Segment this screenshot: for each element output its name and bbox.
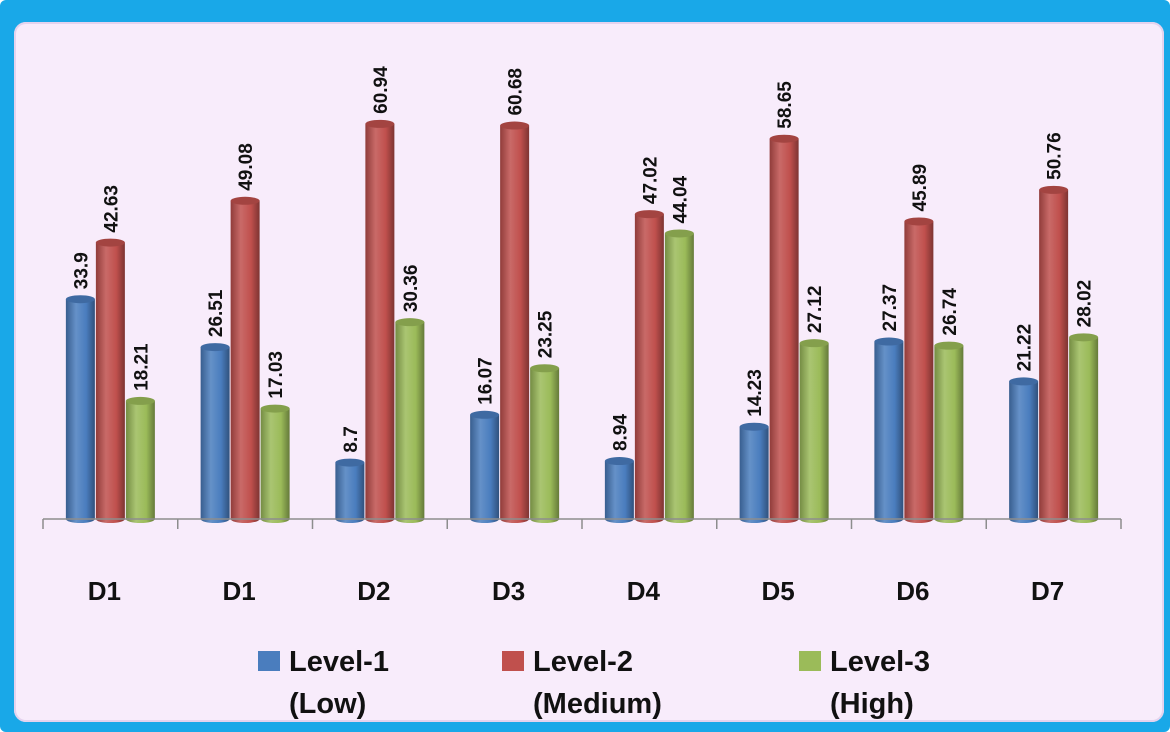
value-label: 16.07 bbox=[476, 357, 497, 405]
legend-label: Level-2 bbox=[533, 646, 633, 678]
bar-2-3 bbox=[365, 119, 395, 524]
bar-2-5 bbox=[634, 210, 664, 523]
bar-2-1 bbox=[95, 238, 125, 523]
value-label: 30.36 bbox=[401, 265, 422, 313]
value-label: 8.7 bbox=[341, 426, 362, 452]
bar-3-7 bbox=[934, 341, 964, 523]
bar-1-3 bbox=[335, 458, 365, 523]
value-label: 26.51 bbox=[206, 289, 227, 337]
bar-2-7 bbox=[904, 217, 934, 524]
value-label: 50.76 bbox=[1045, 132, 1066, 180]
bar-1-2 bbox=[200, 343, 230, 523]
category-label: D4 bbox=[627, 576, 661, 606]
bar-1-8 bbox=[1009, 377, 1039, 523]
category-label: D1 bbox=[223, 576, 256, 606]
chart-panel: 33.9 42.63 18.21 26.51 49.08 17.03 8.7 60.94 30.… bbox=[14, 22, 1164, 722]
bar-2-8 bbox=[1039, 185, 1069, 523]
bar-3-4 bbox=[530, 364, 560, 523]
value-label: 26.74 bbox=[940, 288, 961, 336]
legend-label: Level-3 bbox=[830, 646, 930, 678]
category-label: D3 bbox=[492, 576, 525, 606]
bar-chart: 33.9 42.63 18.21 26.51 49.08 17.03 8.7 60.94 30.… bbox=[42, 66, 1122, 720]
legend-item-3: Level-3 (High) bbox=[799, 646, 930, 720]
value-label: 21.22 bbox=[1015, 324, 1036, 372]
value-label: 45.89 bbox=[910, 164, 931, 212]
category-label: D6 bbox=[896, 576, 929, 606]
value-label: 60.68 bbox=[506, 68, 527, 116]
bar-1-7 bbox=[874, 337, 904, 523]
legend-item-2: Level-2 (Medium) bbox=[502, 646, 662, 720]
value-label: 18.21 bbox=[131, 343, 152, 391]
bar-3-3 bbox=[395, 318, 425, 523]
category-label: D2 bbox=[357, 576, 390, 606]
legend-label: Level-1 bbox=[289, 646, 389, 678]
value-label: 47.02 bbox=[640, 157, 661, 205]
bar-1-4 bbox=[470, 410, 500, 523]
legend-label-line2: (Low) bbox=[289, 688, 366, 720]
value-label: 58.65 bbox=[775, 81, 796, 129]
value-label: 17.03 bbox=[266, 351, 287, 399]
bar-2-2 bbox=[230, 196, 260, 523]
value-label: 28.02 bbox=[1075, 280, 1096, 328]
value-label: 44.04 bbox=[670, 175, 691, 223]
legend-swatch bbox=[258, 651, 280, 671]
value-label: 60.94 bbox=[371, 66, 392, 114]
value-label: 23.25 bbox=[536, 310, 557, 358]
legend-label-line2: (High) bbox=[830, 688, 914, 720]
bar-1-6 bbox=[739, 422, 769, 523]
legend-label-line2: (Medium) bbox=[533, 688, 662, 720]
legend-item-1: Level-1 (Low) bbox=[258, 646, 389, 720]
bar-3-2 bbox=[260, 404, 290, 523]
bar-1-5 bbox=[604, 457, 634, 523]
bar-3-5 bbox=[664, 229, 694, 523]
legend-swatch bbox=[799, 651, 821, 671]
value-label: 27.12 bbox=[805, 286, 826, 334]
bar-3-1 bbox=[125, 396, 155, 523]
value-label: 8.94 bbox=[610, 414, 631, 451]
value-label: 27.37 bbox=[880, 284, 901, 332]
bar-2-4 bbox=[500, 121, 530, 523]
value-label: 14.23 bbox=[745, 369, 766, 417]
legend-swatch bbox=[502, 651, 524, 671]
category-label: D5 bbox=[762, 576, 795, 606]
bar-1-1 bbox=[65, 295, 95, 523]
category-label: D7 bbox=[1031, 576, 1064, 606]
bar-3-8 bbox=[1069, 333, 1099, 523]
bar-3-6 bbox=[799, 339, 829, 523]
value-label: 42.63 bbox=[101, 185, 122, 233]
value-label: 49.08 bbox=[236, 143, 257, 191]
category-label: D1 bbox=[88, 576, 121, 606]
value-label: 33.9 bbox=[71, 252, 92, 289]
bar-2-6 bbox=[769, 134, 799, 523]
